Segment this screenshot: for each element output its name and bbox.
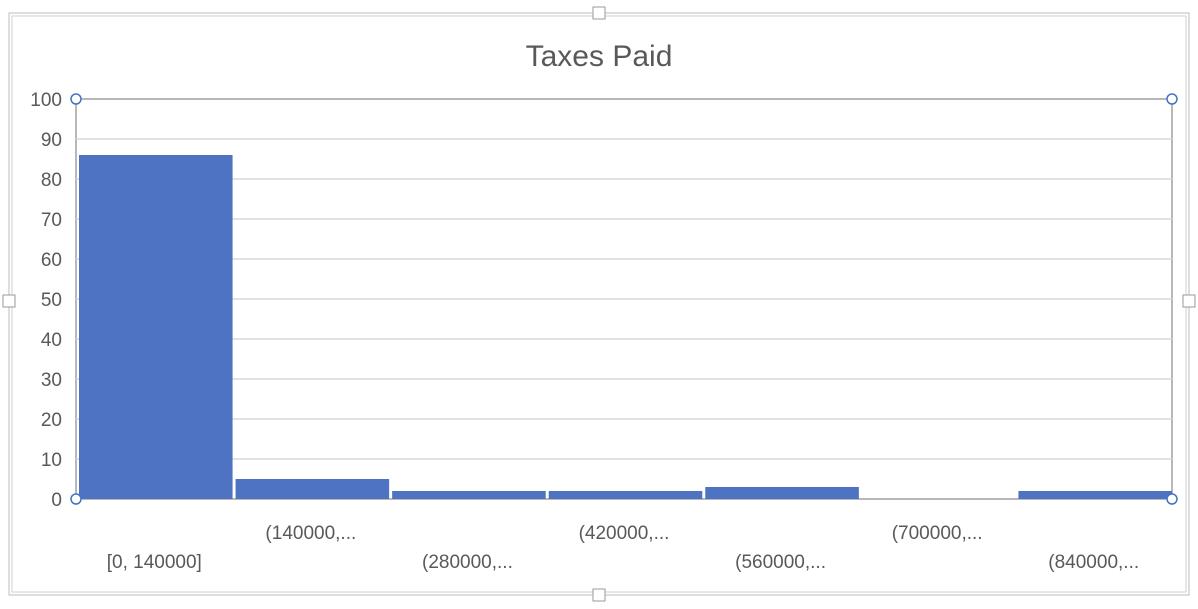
chart-resize-handle[interactable] — [592, 6, 606, 20]
y-tick-label: 40 — [41, 330, 62, 351]
histogram-bar[interactable] — [392, 491, 546, 499]
x-tick-label: (280000,... — [422, 552, 513, 573]
y-tick-label: 90 — [41, 130, 62, 151]
histogram-bar[interactable] — [705, 487, 859, 499]
histogram-bar[interactable] — [1018, 491, 1172, 499]
x-tick-label: [0, 140000] — [107, 552, 202, 573]
gridlines — [76, 138, 1172, 460]
plot-resize-handle[interactable] — [70, 493, 82, 505]
selection-handles — [2, 6, 1196, 602]
x-tick-label: (420000,... — [579, 523, 670, 544]
plot-resize-handle[interactable] — [1166, 493, 1178, 505]
histogram-bar[interactable] — [548, 491, 703, 499]
histogram-bar[interactable] — [79, 155, 233, 499]
x-tick-label: (840000,... — [1048, 552, 1139, 573]
plot-resize-handle[interactable] — [1166, 93, 1178, 105]
x-tick-label: (140000,... — [265, 523, 356, 544]
x-tick-label: (560000,... — [735, 552, 826, 573]
x-tick-label: (700000,... — [892, 523, 983, 544]
y-tick-label: 60 — [41, 250, 62, 271]
chart-resize-handle[interactable] — [1182, 294, 1196, 308]
y-tick-label: 10 — [41, 450, 62, 471]
chart-resize-handle[interactable] — [592, 588, 606, 602]
y-tick-label: 50 — [41, 290, 62, 311]
y-tick-label: 20 — [41, 410, 62, 431]
chart-resize-handle[interactable] — [2, 294, 16, 308]
bars — [79, 155, 1172, 499]
y-tick-label: 70 — [41, 210, 62, 231]
y-axis-tick-labels: 0 10 20 30 40 50 60 70 80 90 100 — [30, 90, 62, 511]
y-tick-label: 0 — [51, 490, 62, 511]
y-tick-label: 80 — [41, 170, 62, 191]
histogram-bar[interactable] — [235, 479, 390, 499]
x-axis-tick-labels: [0, 140000] (140000,... (280000,... (420000… — [107, 523, 1139, 573]
chart-title[interactable]: Taxes Paid — [526, 40, 673, 73]
y-tick-label: 100 — [30, 90, 62, 111]
y-tick-label: 30 — [41, 370, 62, 391]
plot-resize-handle[interactable] — [70, 93, 82, 105]
